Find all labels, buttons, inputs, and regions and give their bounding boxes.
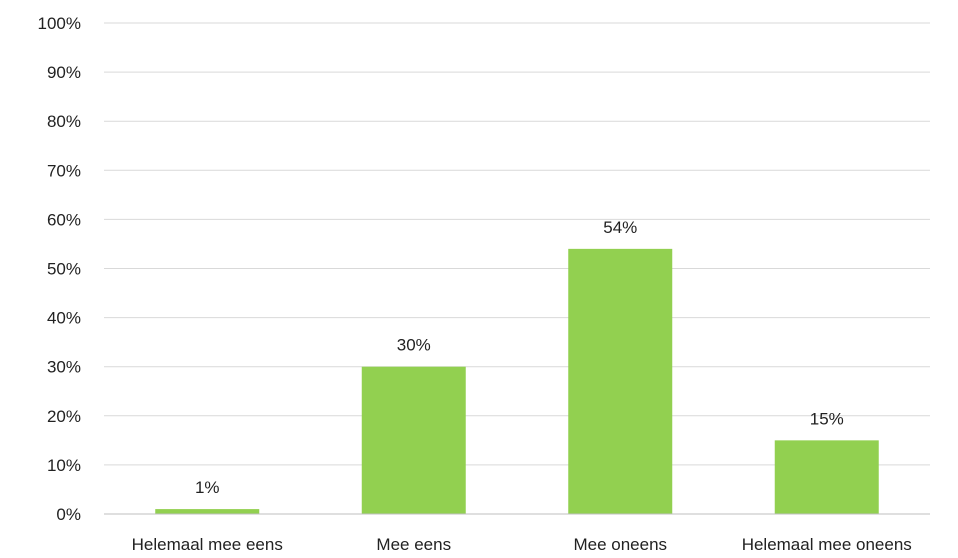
y-tick-label: 100%	[38, 14, 81, 33]
category-labels: Helemaal mee eens Mee eens Mee oneens Helem…	[132, 535, 912, 554]
bar	[155, 509, 260, 514]
category-label: Helemaal mee oneens	[742, 535, 912, 554]
y-tick-label: 50%	[47, 260, 81, 279]
bar	[774, 440, 879, 514]
bar	[568, 248, 673, 515]
bar-value-label: 1%	[195, 478, 220, 497]
category-label: Helemaal mee eens	[132, 535, 283, 554]
y-tick-label: 80%	[47, 112, 81, 131]
bar-value-label: 15%	[810, 409, 844, 428]
y-tick-label: 90%	[47, 63, 81, 82]
y-tick-label: 40%	[47, 309, 81, 328]
bar-value-label: 54%	[603, 218, 637, 237]
bars	[155, 248, 879, 515]
bar	[361, 366, 466, 514]
y-tick-label: 60%	[47, 210, 81, 229]
y-tick-label: 70%	[47, 161, 81, 180]
y-tick-label: 10%	[47, 456, 81, 475]
y-tick-label: 20%	[47, 407, 81, 426]
gridlines	[104, 22, 930, 466]
y-axis-tick-labels: 0% 10% 20% 30% 40% 50% 60% 70% 80% 90% 100%	[38, 14, 81, 524]
category-label: Mee oneens	[573, 535, 667, 554]
y-tick-label: 30%	[47, 358, 81, 377]
y-tick-label: 0%	[56, 505, 81, 524]
bar-value-label: 30%	[397, 336, 431, 355]
data-labels: 1% 30% 54% 15%	[195, 218, 844, 497]
category-label: Mee eens	[376, 535, 451, 554]
